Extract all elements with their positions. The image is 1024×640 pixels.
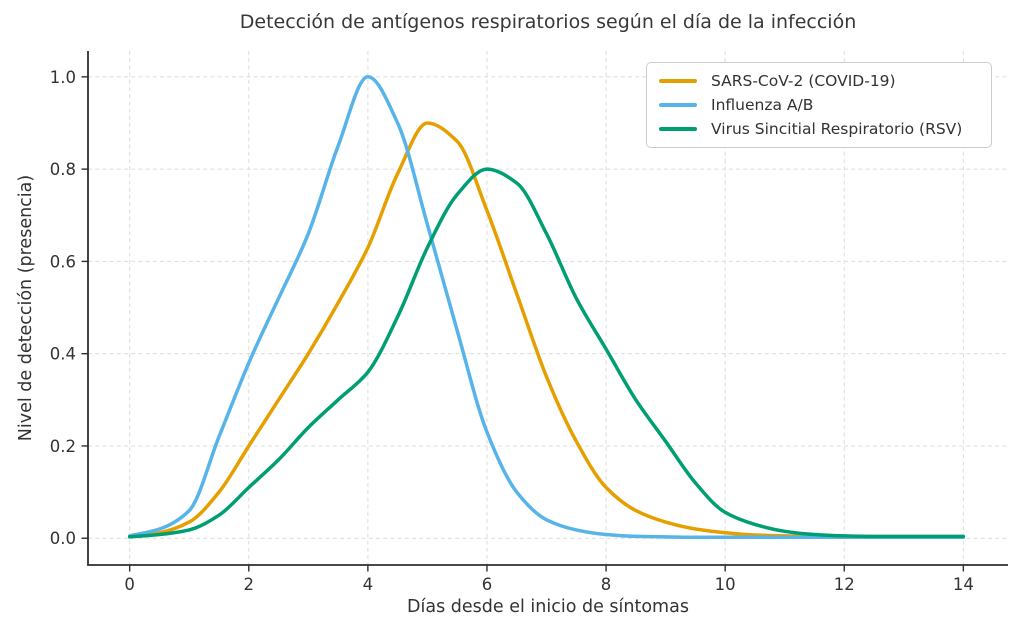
x-tick-label: 14 [953, 575, 974, 594]
x-tick-label: 8 [601, 575, 612, 594]
legend-label: Influenza A/B [711, 96, 814, 114]
legend: SARS-CoV-2 (COVID-19) Influenza A/B Viru… [646, 62, 992, 148]
y-tick-label: 0.8 [50, 160, 76, 179]
chart-title: Detección de antígenos respiratorios seg… [239, 11, 857, 33]
y-tick-label: 0.0 [50, 529, 76, 548]
y-tick-label: 1.0 [50, 68, 76, 87]
legend-item: Influenza A/B [659, 96, 979, 114]
x-tick-label: 10 [715, 575, 736, 594]
x-tick-label: 4 [363, 575, 374, 594]
series-line-0 [127, 121, 966, 539]
legend-item: Virus Sincitial Respiratorio (RSV) [659, 120, 979, 138]
x-tick-label: 2 [244, 575, 255, 594]
x-axis-label: Días desde el inicio de síntomas [407, 597, 689, 617]
series-line-2 [127, 167, 966, 539]
y-tick-label: 0.4 [50, 345, 76, 364]
x-tick-label: 0 [124, 575, 135, 594]
x-tick-label: 6 [482, 575, 493, 594]
legend-label: SARS-CoV-2 (COVID-19) [711, 72, 896, 90]
series-line-1 [127, 75, 966, 540]
legend-line-swatch-rsv [659, 127, 697, 131]
legend-line-swatch-sars-cov-2 [659, 79, 697, 83]
x-tick-label: 12 [834, 575, 855, 594]
y-tick-label: 0.2 [50, 437, 76, 456]
legend-line-swatch-influenza [659, 103, 697, 107]
legend-label: Virus Sincitial Respiratorio (RSV) [711, 120, 963, 138]
legend-item: SARS-CoV-2 (COVID-19) [659, 72, 979, 90]
y-tick-label: 0.6 [50, 252, 76, 271]
y-axis-label: Nivel de detección (presencia) [16, 174, 36, 442]
